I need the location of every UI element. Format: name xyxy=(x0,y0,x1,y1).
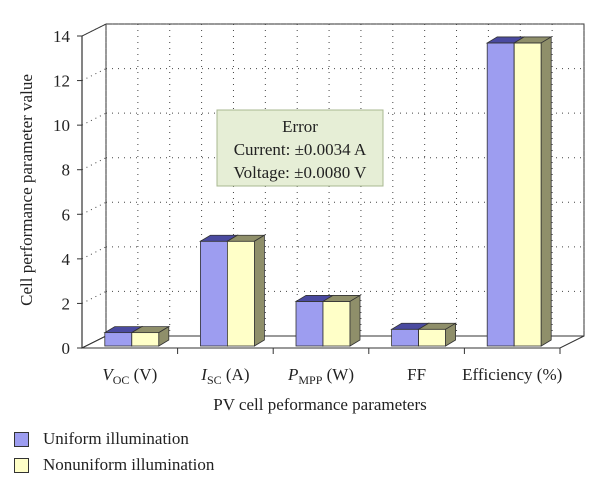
bar-nonuniform-1-side xyxy=(254,234,265,347)
y-tick-label: 14 xyxy=(53,27,71,46)
y-tick-label: 10 xyxy=(53,116,70,135)
bar-nonuniform-0-side xyxy=(158,325,170,347)
x-axis-label: PV cell peformance parameters xyxy=(213,395,427,414)
bar-uniform-4 xyxy=(486,42,515,347)
legend-swatch-nonuniform xyxy=(14,457,29,473)
bar-nonuniform-4-side xyxy=(540,36,552,347)
annotation-line: Current: ±0.0034 A xyxy=(234,140,367,159)
legend-item-uniform: Uniform illumination xyxy=(14,426,214,452)
bar-uniform-2 xyxy=(295,301,324,347)
chart-bars xyxy=(103,36,553,347)
bar-nonuniform-3-side xyxy=(445,322,456,347)
bar-nonuniform-4 xyxy=(513,42,542,347)
x-tick-label: Efficiency (%) xyxy=(462,365,562,384)
y-tick-label: 2 xyxy=(62,294,71,313)
y-tick-label: 12 xyxy=(53,72,70,91)
left-wall xyxy=(81,23,107,349)
x-tick-label: VOC (V) xyxy=(102,365,157,387)
bar-uniform-3 xyxy=(391,328,420,347)
y-tick-label: 0 xyxy=(62,339,71,358)
annotation-line: Error xyxy=(282,117,318,136)
annotation-line: Voltage: ±0.0080 V xyxy=(234,163,368,182)
x-tick-label: ISC (A) xyxy=(200,365,249,387)
bar-uniform-0 xyxy=(104,332,133,347)
legend-label-nonuniform: Nonuniform illumination xyxy=(43,455,215,474)
bar-nonuniform-0 xyxy=(131,332,160,347)
y-axis-label: Cell performance parameter value xyxy=(17,74,36,306)
bar-nonuniform-2 xyxy=(322,301,351,347)
error-annotation: Error Current: ±0.0034 A Voltage: ±0.0080 … xyxy=(216,109,384,187)
y-tick-label: 6 xyxy=(62,205,71,224)
y-tick-label: 8 xyxy=(62,161,71,180)
y-tick-label: 4 xyxy=(62,250,71,269)
legend-label-uniform: Uniform illumination xyxy=(43,429,189,448)
legend-item-nonuniform: Nonuniform illumination xyxy=(14,452,214,478)
x-tick-label: PMPP (W) xyxy=(287,365,354,387)
y-tick-labels: 0 2 4 6 8 10 12 14 xyxy=(53,27,71,358)
bar-nonuniform-3 xyxy=(418,328,447,347)
bar-uniform-1 xyxy=(199,240,228,347)
bar-nonuniform-1 xyxy=(226,240,255,347)
bar-nonuniform-2-side xyxy=(349,294,361,347)
bar-chart: 0 2 4 6 8 10 12 14 VOC (V) ISC (A) PMPP (W) FF Effi… xyxy=(17,23,585,414)
x-tick-labels: VOC (V) ISC (A) PMPP (W) FF Efficiency (%) xyxy=(102,348,562,387)
x-tick-label: FF xyxy=(407,365,426,384)
annotation-box xyxy=(216,109,384,187)
legend: Uniform illumination Nonuniform illumina… xyxy=(14,426,214,478)
legend-swatch-uniform xyxy=(14,431,29,447)
